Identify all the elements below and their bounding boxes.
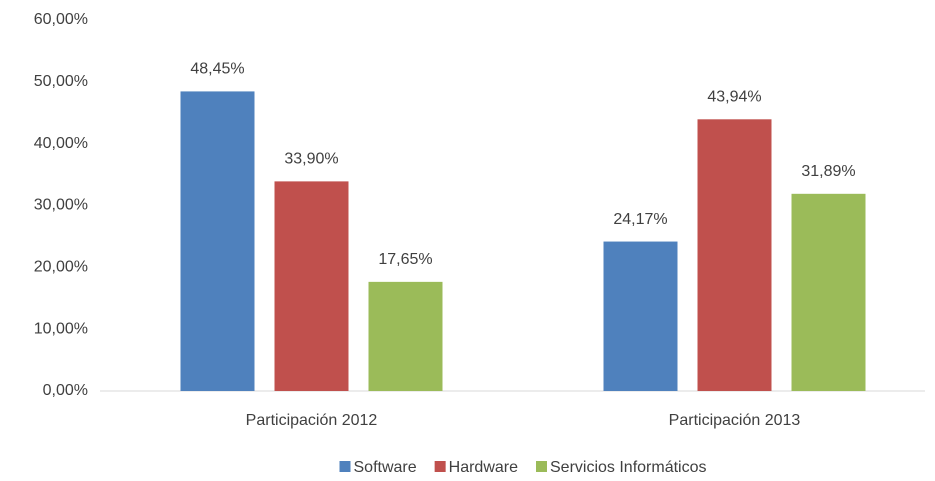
y-tick-label: 60,00% [34, 11, 88, 28]
legend-swatch [339, 461, 351, 472]
bar [274, 181, 349, 391]
bar [368, 281, 443, 391]
data-label: 33,90% [284, 151, 338, 168]
y-tick-label: 0,00% [43, 382, 88, 399]
data-label: 43,94% [707, 89, 761, 106]
bar [603, 241, 678, 391]
y-tick-label: 40,00% [34, 135, 88, 152]
data-label: 48,45% [190, 61, 244, 78]
legend-label: Hardware [449, 459, 518, 476]
legend-label: Servicios Informáticos [550, 459, 707, 476]
y-tick-label: 50,00% [34, 73, 88, 90]
legend-swatch [434, 461, 446, 472]
legend-label: Software [354, 459, 417, 476]
y-tick-label: 20,00% [34, 259, 88, 276]
bar [180, 91, 255, 391]
bar [791, 193, 866, 391]
x-tick-label: Participación 2012 [246, 412, 378, 429]
y-tick-label: 10,00% [34, 320, 88, 337]
y-tick-label: 30,00% [34, 197, 88, 214]
x-tick-label: Participación 2013 [669, 412, 801, 429]
data-label: 24,17% [613, 211, 667, 228]
data-label: 31,89% [801, 163, 855, 180]
bar [697, 119, 772, 392]
legend-swatch [536, 461, 547, 472]
data-label: 17,65% [378, 251, 432, 268]
